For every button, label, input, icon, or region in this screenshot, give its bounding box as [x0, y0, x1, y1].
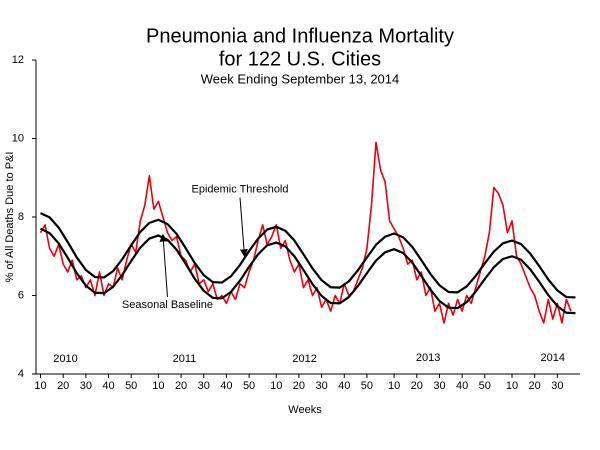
annotation-arrow — [239, 197, 248, 258]
annotation-arrow — [159, 233, 168, 297]
x-tick-label: 30 — [80, 380, 92, 392]
x-axis-title: Weeks — [288, 404, 322, 416]
annotation: Epidemic Threshold — [191, 183, 288, 195]
annotation: 2011 — [173, 353, 197, 365]
chart-title: Pneumonia and Influenza Mortality — [146, 25, 454, 47]
annotation: Seasonal Baseline — [122, 299, 213, 311]
x-tick-label: 50 — [125, 380, 137, 392]
chart-title: for 122 U.S. Cities — [219, 48, 381, 70]
y-tick-label: 4 — [18, 368, 24, 380]
x-tick-label: 10 — [152, 380, 164, 392]
x-tick-label: 50 — [243, 380, 255, 392]
y-axis-title: % of All Deaths Due to P&I — [4, 152, 16, 283]
annotation: 2013 — [416, 352, 440, 364]
y-tick-label: 10 — [12, 132, 24, 144]
series-line — [40, 227, 576, 315]
annotation: 2014 — [541, 352, 565, 364]
x-tick-label: 30 — [315, 380, 327, 392]
y-tick-label: 12 — [12, 54, 24, 66]
x-tick-label: 30 — [433, 380, 445, 392]
x-tick-label: 10 — [506, 380, 518, 392]
x-tick-label: 30 — [198, 380, 210, 392]
x-tick-label: 40 — [102, 380, 114, 392]
x-tick-label: 10 — [34, 380, 46, 392]
x-tick-label: 20 — [411, 380, 423, 392]
x-tick-label: 20 — [175, 380, 187, 392]
chart-subtitle: Week Ending September 13, 2014 — [201, 71, 400, 86]
x-tick-label: 30 — [551, 380, 563, 392]
series-line — [39, 141, 572, 324]
x-tick-label: 40 — [338, 380, 350, 392]
x-tick-label: 20 — [529, 380, 541, 392]
annotation: 2012 — [292, 353, 316, 365]
y-tick-label: 6 — [18, 289, 24, 301]
x-tick-label: 40 — [456, 380, 468, 392]
x-tick-label: 20 — [293, 380, 305, 392]
x-tick-label: 50 — [361, 380, 373, 392]
x-tick-label: 50 — [479, 380, 491, 392]
x-tick-label: 10 — [388, 380, 400, 392]
x-tick-label: 20 — [57, 380, 69, 392]
y-tick-label: 8 — [18, 211, 24, 223]
x-tick-label: 40 — [220, 380, 232, 392]
series-line — [40, 212, 576, 299]
annotation: 2010 — [53, 353, 77, 365]
x-tick-label: 10 — [270, 380, 282, 392]
